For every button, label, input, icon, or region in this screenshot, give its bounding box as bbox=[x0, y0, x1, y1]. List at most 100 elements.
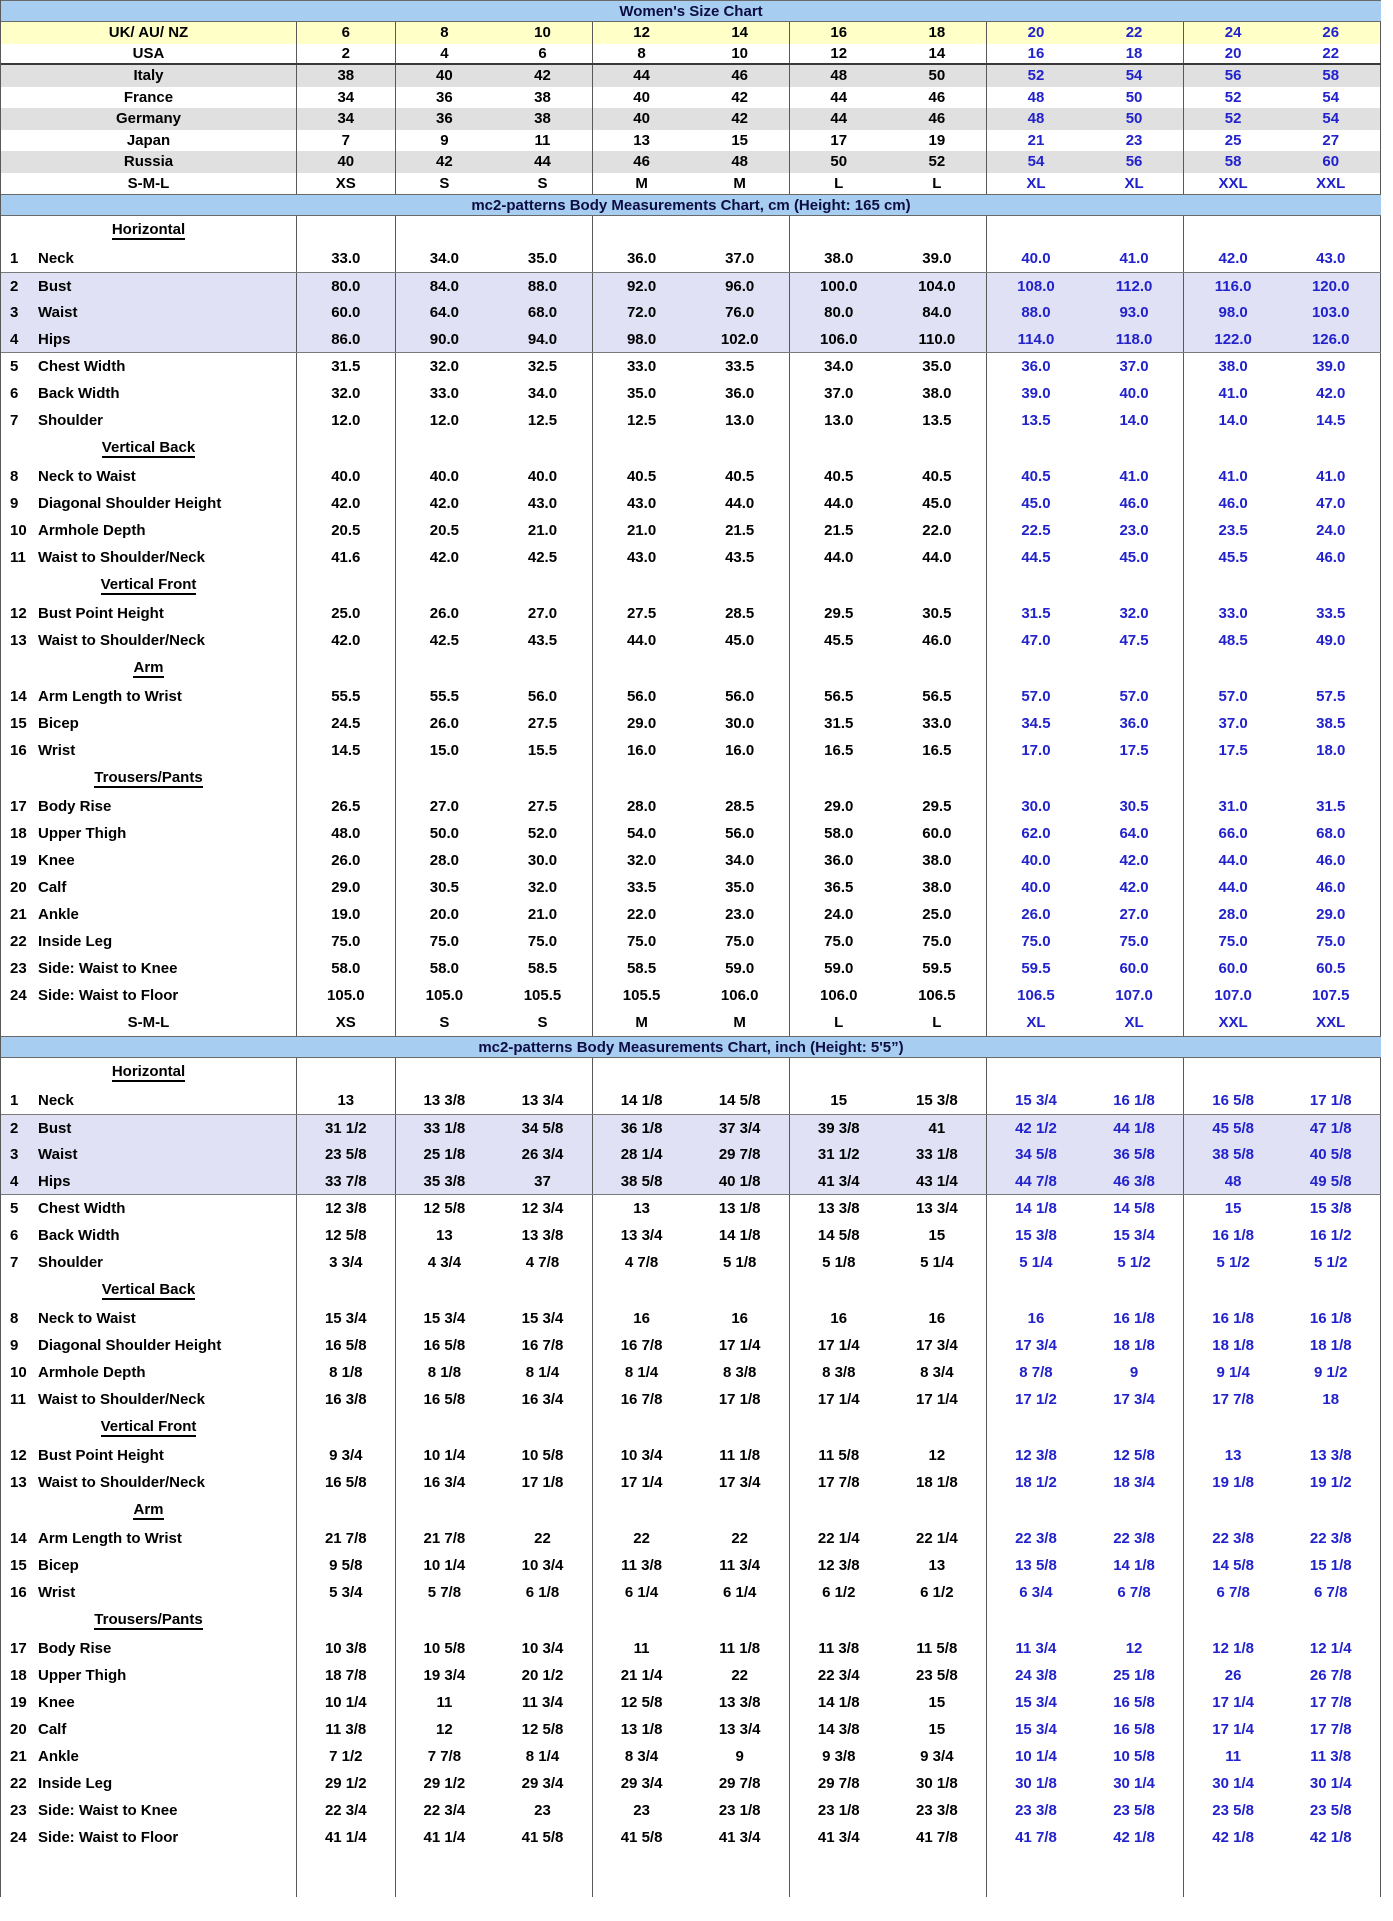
row-name: Arm Length to Wrist bbox=[38, 1530, 182, 1547]
value-cell: 30.0 bbox=[527, 852, 558, 869]
value-cell: M bbox=[733, 1014, 746, 1031]
cm-row-arm-length-to-wrist: 14 Arm Length to Wrist 55.5 55.5 56.0 56.0 56.… bbox=[1, 683, 1381, 710]
value-cell: 11 1/8 bbox=[719, 1640, 761, 1657]
row-label: 13 Waist to Shoulder/Neck bbox=[1, 1469, 296, 1496]
value-cell: 17 7/8 bbox=[1282, 1689, 1381, 1716]
empty-cell bbox=[591, 1851, 691, 1897]
section-header-label: Horizontal bbox=[111, 1063, 186, 1083]
value-cell: 46.0 bbox=[1183, 490, 1282, 517]
empty-cell bbox=[394, 1606, 494, 1635]
section-header: Trousers/Pants bbox=[1, 764, 296, 793]
value-cell: 35.0 bbox=[591, 380, 691, 407]
value-cell: 45.0 bbox=[922, 495, 952, 512]
row-label: 6 Back Width bbox=[1, 380, 296, 407]
value-cell: 6 3/4 bbox=[986, 1579, 1085, 1606]
row-name: Neck to Waist bbox=[38, 1310, 136, 1327]
value-cell: 75.0 bbox=[296, 928, 395, 955]
inch-row-neck: 1 Neck 13 13 3/8 13 3/4 14 1/8 14 5/8 15 15 3/8 1… bbox=[1, 1087, 1381, 1114]
value-cell: 16.5 bbox=[922, 742, 952, 759]
row-num: 22 bbox=[10, 933, 27, 950]
value-cell: 29.5 bbox=[922, 798, 952, 815]
value-cell: 29.5 bbox=[788, 600, 888, 627]
value-cell: 88.0 bbox=[986, 299, 1085, 326]
value-cell: 44.0 bbox=[1183, 847, 1282, 874]
value-cell: 19 1/8 bbox=[1183, 1469, 1282, 1496]
value-cell: 19 3/4 bbox=[394, 1662, 494, 1689]
value-cell: 35.0 bbox=[527, 250, 558, 267]
value-cell: 57.0 bbox=[1183, 683, 1282, 710]
value-cell: 15 3/8 bbox=[986, 1222, 1085, 1249]
value-cell: 30 1/4 bbox=[1113, 1775, 1155, 1792]
value-cell: 8 7/8 bbox=[986, 1359, 1085, 1386]
row-label: 7 Shoulder bbox=[1, 407, 296, 434]
value-cell: 58 bbox=[1183, 151, 1282, 173]
row-name: Side: Waist to Knee bbox=[38, 960, 178, 977]
empty-cell bbox=[1085, 764, 1184, 793]
value-cell: 37.0 bbox=[725, 250, 755, 267]
row-label: 22 Inside Leg bbox=[1, 928, 296, 955]
row-label: 2 Bust bbox=[1, 1115, 296, 1141]
value-cell: 120.0 bbox=[1282, 273, 1381, 299]
value-cell: 46.0 bbox=[1282, 874, 1381, 901]
value-cell: 43 1/4 bbox=[916, 1172, 958, 1190]
value-cell: 23 5/8 bbox=[1183, 1797, 1282, 1824]
value-cell: 33.0 bbox=[1183, 600, 1282, 627]
value-cell: 43.0 bbox=[1282, 245, 1381, 272]
value-cell: 22 3/4 bbox=[788, 1662, 888, 1689]
section-header-label: Trousers/Pants bbox=[94, 769, 203, 789]
empty-cell bbox=[1282, 434, 1381, 463]
value-cell: 29 3/4 bbox=[591, 1770, 691, 1797]
value-cell: 21 bbox=[986, 129, 1085, 151]
value-cell: 11 bbox=[534, 131, 551, 149]
value-cell: 15 bbox=[731, 131, 749, 149]
value-cell: 7 1/2 bbox=[296, 1743, 395, 1770]
value-cell: 41 1/4 bbox=[394, 1824, 494, 1851]
value-cell: 8 3/4 bbox=[591, 1743, 691, 1770]
row-num: 14 bbox=[10, 1530, 27, 1547]
value-cell: 4 7/8 bbox=[525, 1254, 560, 1271]
empty-cell bbox=[888, 1851, 987, 1897]
value-cell: 9 bbox=[394, 129, 494, 151]
value-cell: 5 1/4 bbox=[986, 1249, 1085, 1276]
empty-cell bbox=[394, 571, 494, 600]
value-cell: 16 7/8 bbox=[591, 1386, 691, 1413]
row-label: 10 Armhole Depth bbox=[1, 517, 296, 544]
value-cell: 14.5 bbox=[1282, 407, 1381, 434]
value-cell: 38 bbox=[296, 65, 395, 87]
value-cell: 40.0 bbox=[986, 245, 1085, 272]
row-num: 1 bbox=[10, 250, 19, 267]
value-cell: 75.0 bbox=[1183, 928, 1282, 955]
value-cell: 23 bbox=[591, 1797, 691, 1824]
value-cell: 7 bbox=[296, 129, 395, 151]
value-cell: 17 3/4 bbox=[1113, 1391, 1155, 1408]
value-cell: 16 bbox=[788, 1305, 888, 1332]
row-label: Italy bbox=[133, 67, 164, 85]
empty-cell bbox=[296, 1851, 395, 1897]
value-cell: 90.0 bbox=[394, 326, 494, 352]
value-cell: 44 bbox=[534, 153, 551, 171]
value-cell: 102.0 bbox=[720, 330, 759, 348]
row-num: 2 bbox=[10, 1119, 19, 1137]
value-cell: 13.5 bbox=[986, 407, 1085, 434]
row-label: 12 Bust Point Height bbox=[1, 1442, 296, 1469]
empty-cell bbox=[1183, 1058, 1282, 1087]
value-cell: 14 5/8 bbox=[718, 1092, 761, 1109]
value-cell: 66.0 bbox=[1183, 820, 1282, 847]
inch-row-waist-to-shoulder-neck: 13 Waist to Shoulder/Neck 16 5/8 16 3/4 17 1… bbox=[1, 1469, 1381, 1496]
value-cell: 41 7/8 bbox=[986, 1824, 1085, 1851]
value-cell: 25.0 bbox=[296, 600, 395, 627]
row-num: 20 bbox=[10, 1721, 27, 1738]
empty-cell bbox=[394, 1851, 494, 1897]
empty-cell bbox=[1183, 1851, 1282, 1897]
value-cell: 37 3/4 bbox=[718, 1119, 761, 1137]
row-num: 24 bbox=[10, 987, 27, 1004]
value-cell: 37.0 bbox=[1183, 710, 1282, 737]
value-cell: 24 3/8 bbox=[986, 1662, 1085, 1689]
row-num: 19 bbox=[10, 852, 27, 869]
empty-cell bbox=[1183, 1413, 1282, 1442]
value-cell: 105.5 bbox=[523, 987, 562, 1004]
value-cell: 8 1/8 bbox=[296, 1359, 395, 1386]
row-label: 8 Neck to Waist bbox=[1, 463, 296, 490]
cm-row-ankle: 21 Ankle 19.0 20.0 21.0 22.0 23.0 24.0 25.0 26.0 2… bbox=[1, 901, 1381, 928]
value-cell: M bbox=[733, 174, 746, 192]
